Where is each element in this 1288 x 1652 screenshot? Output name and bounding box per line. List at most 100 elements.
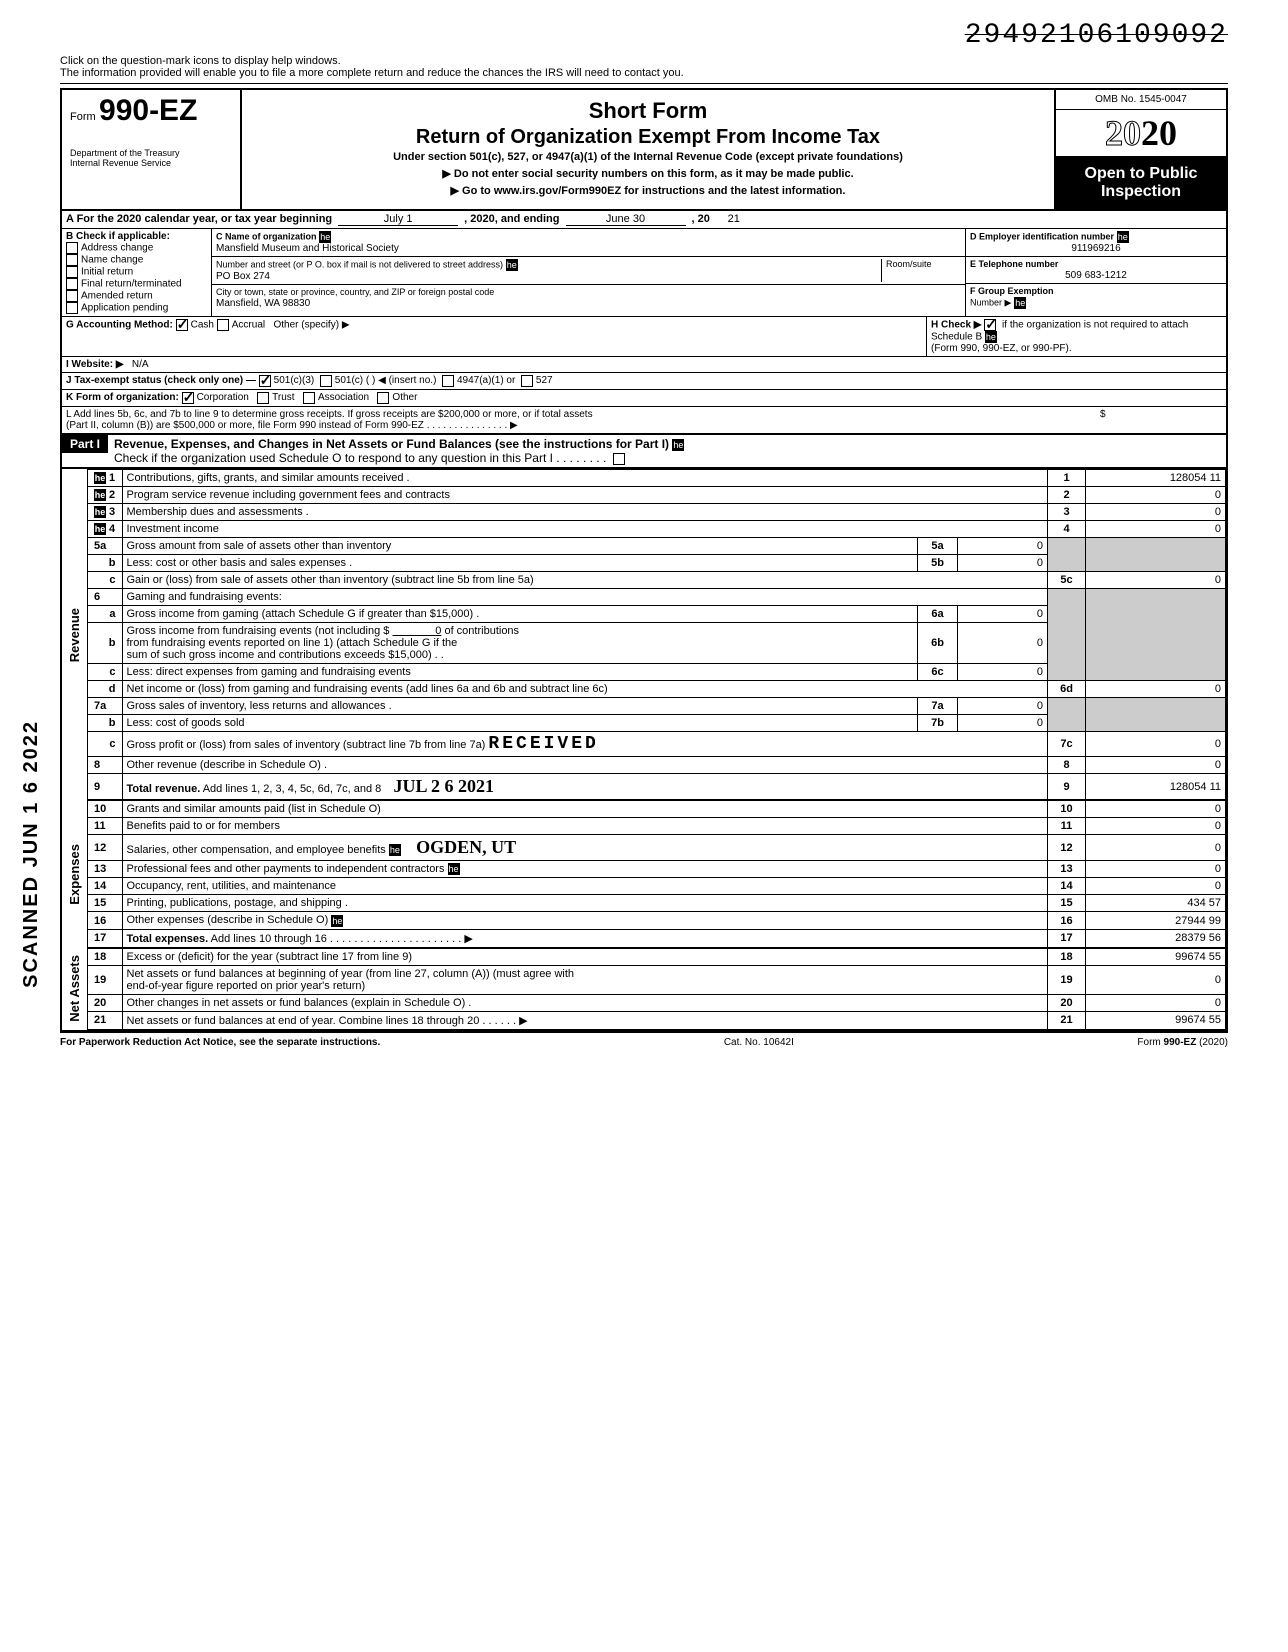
checkbox-527[interactable] — [521, 375, 533, 387]
help-icon[interactable]: he — [1117, 231, 1129, 243]
checkbox-corp[interactable] — [182, 392, 194, 404]
line-6b-val[interactable]: 0 — [958, 623, 1048, 664]
revenue-section: Revenue he 1Contributions, gifts, grants… — [60, 469, 1228, 800]
line-8-val[interactable]: 0 — [1086, 757, 1226, 774]
checkbox-name-change[interactable] — [66, 254, 78, 266]
checkbox-cash[interactable] — [176, 319, 188, 331]
dln-number: 29492106109092 — [60, 20, 1228, 51]
line-5b-val[interactable]: 0 — [958, 555, 1048, 572]
expenses-table: 10Grants and similar amounts paid (list … — [88, 800, 1226, 947]
section-def: D Employer identification number he 9119… — [966, 229, 1226, 316]
line-11-val[interactable]: 0 — [1086, 818, 1226, 835]
footer-mid: Cat. No. 10642I — [724, 1037, 794, 1048]
checkbox-h[interactable] — [984, 319, 996, 331]
checkbox-pending[interactable] — [66, 302, 78, 314]
tax-year: 2020 — [1056, 110, 1226, 157]
line-5c-val[interactable]: 0 — [1086, 572, 1226, 589]
row-k: K Form of organization: Corporation Trus… — [60, 390, 1228, 407]
line-7a-val[interactable]: 0 — [958, 698, 1048, 715]
section-h: H Check ▶ if the organization is not req… — [926, 317, 1226, 356]
phone[interactable]: 509 683-1212 — [970, 270, 1222, 281]
period-end[interactable]: June 30 — [566, 213, 686, 226]
checkbox-final-return[interactable] — [66, 278, 78, 290]
line-4-val[interactable]: 0 — [1086, 521, 1226, 538]
line-16-val[interactable]: 27944 99 — [1086, 912, 1226, 929]
period-endyr[interactable]: 21 — [710, 213, 740, 226]
help-icon[interactable]: he — [331, 915, 343, 927]
help-icon[interactable]: he — [319, 231, 331, 243]
line-6c-val[interactable]: 0 — [958, 664, 1048, 681]
checkbox-part1-schedo[interactable] — [613, 453, 625, 465]
dept-treasury: Department of the TreasuryInternal Reven… — [70, 148, 232, 168]
org-name[interactable]: Mansfield Museum and Historical Society — [216, 243, 399, 254]
help-icon[interactable]: he — [94, 489, 106, 501]
checkbox-amended[interactable] — [66, 290, 78, 302]
line-10-val[interactable]: 0 — [1086, 801, 1226, 818]
form-header: Form 990-EZ Department of the TreasuryIn… — [60, 88, 1228, 211]
section-c: C Name of organization he Mansfield Muse… — [212, 229, 966, 316]
checkbox-other[interactable] — [377, 392, 389, 404]
netassets-section: Net Assets 18Excess or (deficit) for the… — [60, 948, 1228, 1032]
line-19-val[interactable]: 0 — [1086, 965, 1226, 994]
page-footer: For Paperwork Reduction Act Notice, see … — [60, 1032, 1228, 1052]
line-21-val[interactable]: 99674 55 — [1086, 1011, 1226, 1029]
line-15-val[interactable]: 434 57 — [1086, 895, 1226, 912]
line-14-val[interactable]: 0 — [1086, 878, 1226, 895]
header-title: Short Form Return of Organization Exempt… — [242, 90, 1056, 209]
org-city[interactable]: Mansfield, WA 98830 — [216, 298, 310, 309]
line-2-val[interactable]: 0 — [1086, 487, 1226, 504]
period-row: A For the 2020 calendar year, or tax yea… — [60, 211, 1228, 229]
revenue-table: he 1Contributions, gifts, grants, and si… — [88, 469, 1226, 800]
checkbox-501c[interactable] — [320, 375, 332, 387]
help-text: Click on the question-mark icons to disp… — [60, 55, 1228, 84]
row-gh: G Accounting Method: Cash Accrual Other … — [60, 317, 1228, 357]
row-i: I Website: ▶ N/A — [60, 357, 1228, 373]
line-20-val[interactable]: 0 — [1086, 994, 1226, 1011]
line-6a-val[interactable]: 0 — [958, 606, 1048, 623]
help-icon[interactable]: he — [448, 863, 460, 875]
expenses-section: Expenses 10Grants and similar amounts pa… — [60, 800, 1228, 947]
row-j: J Tax-exempt status (check only one) — 5… — [60, 373, 1228, 390]
footer-left: For Paperwork Reduction Act Notice, see … — [60, 1037, 380, 1048]
org-address[interactable]: PO Box 274 — [216, 271, 270, 282]
help-icon[interactable]: he — [94, 472, 106, 484]
checkbox-501c3[interactable] — [259, 375, 271, 387]
website[interactable]: N/A — [132, 359, 149, 370]
checkbox-address-change[interactable] — [66, 242, 78, 254]
line-17-val[interactable]: 28379 56 — [1086, 929, 1226, 947]
header-left: Form 990-EZ Department of the TreasuryIn… — [62, 90, 242, 209]
help-icon[interactable]: he — [94, 506, 106, 518]
help-icon[interactable]: he — [1014, 297, 1026, 309]
period-begin[interactable]: July 1 — [338, 213, 458, 226]
received-stamp: RECEIVED — [488, 734, 598, 754]
checkbox-initial-return[interactable] — [66, 266, 78, 278]
line-7c-val[interactable]: 0 — [1086, 732, 1226, 757]
line-6d-val[interactable]: 0 — [1086, 681, 1226, 698]
checkbox-accrual[interactable] — [217, 319, 229, 331]
line-12-val[interactable]: 0 — [1086, 835, 1226, 861]
netassets-table: 18Excess or (deficit) for the year (subt… — [88, 948, 1226, 1030]
checkbox-4947[interactable] — [442, 375, 454, 387]
line-13-val[interactable]: 0 — [1086, 861, 1226, 878]
line-7b-val[interactable]: 0 — [958, 715, 1048, 732]
side-netassets: Net Assets — [67, 955, 82, 1022]
checkbox-trust[interactable] — [257, 392, 269, 404]
gross-receipts[interactable]: $ — [1092, 409, 1222, 431]
line-5a-val[interactable]: 0 — [958, 538, 1048, 555]
info-block: B Check if applicable: Address change Na… — [60, 229, 1228, 317]
side-revenue: Revenue — [67, 608, 82, 662]
omb-number: OMB No. 1545-0047 — [1056, 90, 1226, 110]
section-b: B Check if applicable: Address change Na… — [62, 229, 212, 316]
help-icon[interactable]: he — [389, 844, 401, 856]
ein[interactable]: 911969216 — [970, 243, 1222, 254]
line-9-val[interactable]: 128054 11 — [1086, 774, 1226, 800]
part1-header: Part I Revenue, Expenses, and Changes in… — [60, 435, 1228, 469]
row-l: L Add lines 5b, 6c, and 7b to line 9 to … — [60, 407, 1228, 435]
line-18-val[interactable]: 99674 55 — [1086, 948, 1226, 965]
checkbox-assoc[interactable] — [303, 392, 315, 404]
line-3-val[interactable]: 0 — [1086, 504, 1226, 521]
help-icon[interactable]: he — [94, 523, 106, 535]
help-icon[interactable]: he — [672, 439, 684, 451]
line-1-val[interactable]: 128054 11 — [1086, 470, 1226, 487]
help-icon[interactable]: he — [506, 259, 518, 271]
